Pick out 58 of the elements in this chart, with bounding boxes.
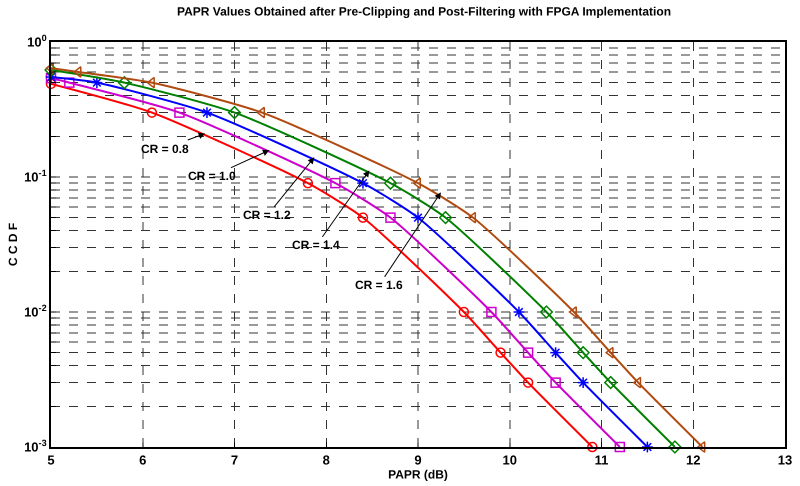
- point: [458, 306, 470, 318]
- y-tick-label: 10$^{-1}$: [24, 168, 47, 185]
- point: [174, 107, 185, 118]
- point: [549, 346, 562, 359]
- point: [512, 306, 526, 318]
- x-tick-label: 9: [414, 452, 422, 468]
- point: [73, 66, 82, 78]
- point: [550, 377, 561, 388]
- point: [200, 106, 214, 119]
- point: [146, 107, 158, 118]
- annotation: CR = 1.0: [188, 169, 236, 183]
- point: [568, 306, 577, 318]
- y-tick-label: 10$^{-3}$: [24, 438, 47, 455]
- x-tick-label: 6: [139, 452, 146, 468]
- point: [577, 376, 590, 389]
- point: [438, 211, 452, 224]
- point: [522, 347, 534, 358]
- x-tick-label: 5: [47, 452, 55, 468]
- point: [495, 347, 506, 358]
- point: [330, 178, 341, 188]
- point: [118, 76, 131, 90]
- point: [632, 376, 642, 389]
- point: [604, 376, 618, 390]
- annotation: CR = 1.6: [355, 278, 404, 292]
- x-tick-label: 8: [322, 452, 330, 468]
- point: [697, 441, 706, 453]
- point: [356, 177, 370, 190]
- point: [540, 305, 554, 319]
- x-tick-label: 12: [686, 452, 700, 468]
- point: [614, 442, 626, 452]
- point: [256, 106, 266, 119]
- annotation: CR = 1.2: [243, 208, 292, 222]
- y-tick-label: 10$^{0}$: [27, 33, 47, 50]
- annotation: CR = 0.8: [141, 142, 190, 156]
- point: [228, 106, 242, 120]
- point: [46, 78, 56, 90]
- point: [576, 346, 590, 360]
- chart-title: PAPR Values Obtained after Pre-Clipping and Post-Filtering with FPGA Implementation: [176, 4, 672, 19]
- x-tick-label: 10: [502, 452, 517, 468]
- point: [641, 440, 654, 454]
- point: [468, 212, 476, 224]
- point: [64, 77, 75, 88]
- point: [668, 440, 682, 454]
- x-tick-label: 13: [778, 452, 792, 468]
- point: [605, 346, 614, 359]
- point: [522, 377, 534, 388]
- point: [587, 442, 598, 452]
- y-tick-label: 10$^{-2}$: [24, 303, 47, 320]
- point: [302, 178, 314, 188]
- x-tick-label: 11: [594, 452, 608, 468]
- point: [384, 176, 398, 190]
- point: [486, 306, 497, 318]
- x-tick-label: 7: [230, 452, 238, 468]
- point: [358, 212, 368, 223]
- point: [412, 211, 424, 224]
- point: [385, 212, 396, 223]
- y-axis-title: C C D F: [6, 222, 20, 266]
- x-axis-title: PAPR (dB): [388, 467, 448, 482]
